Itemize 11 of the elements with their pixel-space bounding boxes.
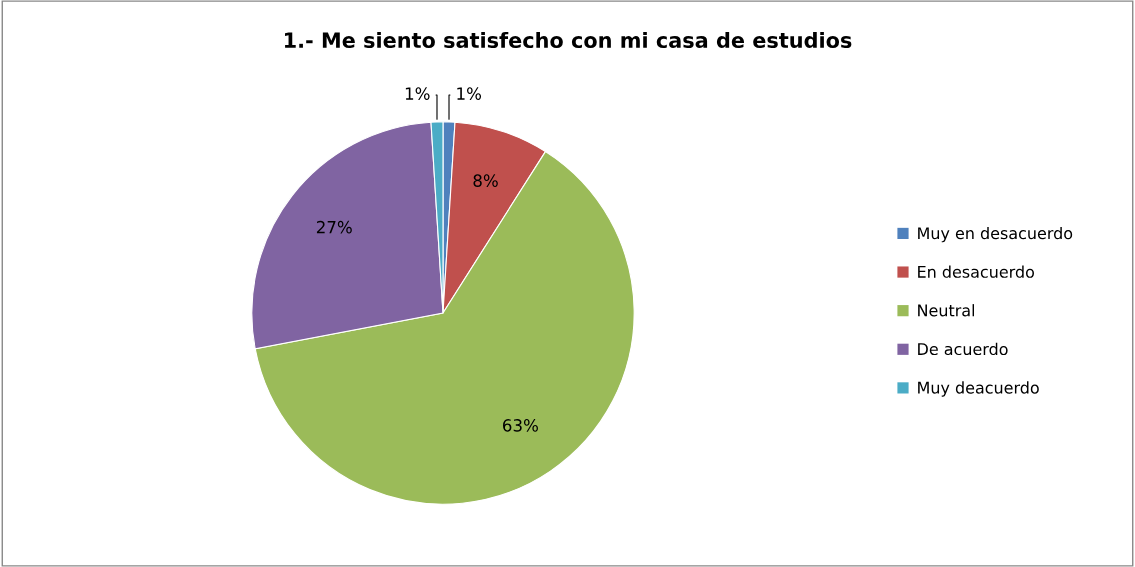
data-label: 8% — [473, 174, 498, 187]
legend-label: Neutral — [918, 304, 975, 317]
legend-label: Muy deacuerdo — [918, 381, 1039, 397]
data-label: 27% — [316, 220, 352, 234]
legend-label: De acuerdo — [918, 342, 1008, 356]
data-label: 1% — [457, 87, 482, 100]
legend-label: En desacuerdo — [918, 265, 1034, 278]
legend-label: Muy en desacuerdo — [918, 226, 1073, 243]
data-label: 1% — [405, 87, 430, 100]
chart-title: 1.- Me siento satisfecho con mi casa de estudios — [285, 31, 852, 49]
data-label: 63% — [503, 419, 538, 432]
